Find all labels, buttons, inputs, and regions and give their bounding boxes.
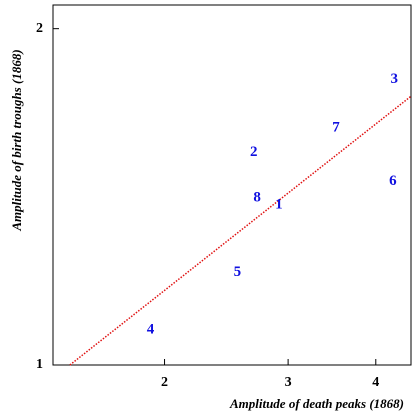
y-axis-label: Amplitude of birth troughs (1868) <box>9 49 24 231</box>
point-label: 2 <box>250 144 258 160</box>
point-label: 7 <box>332 119 340 135</box>
point-label: 5 <box>234 264 242 280</box>
point-label: 8 <box>253 190 261 206</box>
x-tick-label: 4 <box>372 375 379 390</box>
point-label: 4 <box>147 321 155 337</box>
fit-line <box>69 95 412 366</box>
point-label: 3 <box>391 71 399 87</box>
x-tick-label: 3 <box>285 375 292 390</box>
x-axis-label: Amplitude of death peaks (1868) <box>229 396 404 411</box>
x-tick-label: 2 <box>161 375 168 390</box>
y-tick-label: 1 <box>36 357 43 372</box>
point-label: 6 <box>389 173 397 189</box>
y-tick-label: 2 <box>36 21 43 36</box>
plot-frame <box>52 4 412 366</box>
point-label: 1 <box>275 197 283 213</box>
